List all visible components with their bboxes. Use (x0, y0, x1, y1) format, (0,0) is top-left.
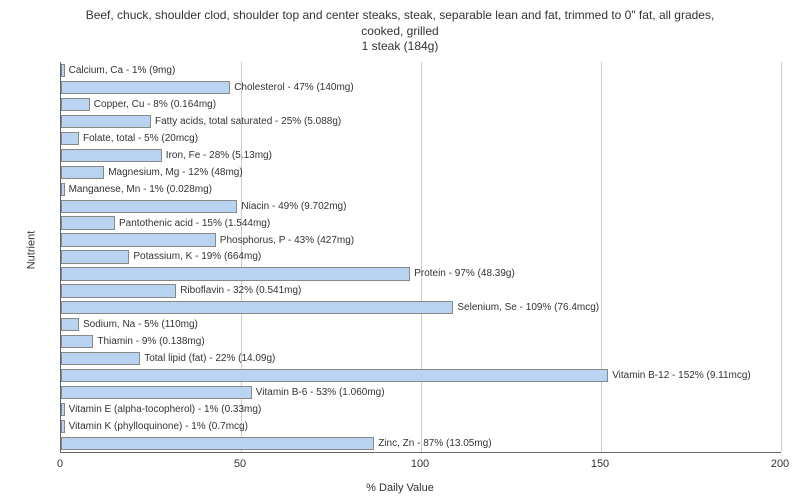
nutrient-bar (61, 200, 237, 213)
nutrient-bar (61, 98, 90, 111)
plot-area: Calcium, Ca - 1% (9mg) Cholesterol - 47% … (60, 62, 781, 453)
nutrient-bar (61, 420, 65, 433)
nutrient-bar (61, 369, 608, 382)
bar-row: Iron, Fe - 28% (5.13mg) (61, 149, 272, 162)
bar-row: Vitamin K (phylloquinone) - 1% (0.7mcg) (61, 420, 248, 433)
bar-label: Total lipid (fat) - 22% (14.09g) (144, 353, 275, 364)
nutrient-bar (61, 318, 79, 331)
bar-row: Protein - 97% (48.39g) (61, 267, 515, 280)
title-line-3: 1 steak (184g) (362, 39, 439, 53)
nutrient-bar (61, 166, 104, 179)
nutrient-bar (61, 301, 453, 314)
bar-label: Sodium, Na - 5% (110mg) (83, 319, 198, 330)
x-tick-label: 100 (411, 458, 429, 470)
bar-row: Zinc, Zn - 87% (13.05mg) (61, 437, 492, 450)
bar-row: Cholesterol - 47% (140mg) (61, 81, 354, 94)
nutrient-bar (61, 284, 176, 297)
bar-label: Iron, Fe - 28% (5.13mg) (166, 150, 272, 161)
nutrient-bar (61, 149, 162, 162)
bar-row: Folate, total - 5% (20mcg) (61, 132, 198, 145)
bar-label: Selenium, Se - 109% (76.4mcg) (457, 302, 599, 313)
bar-label: Folate, total - 5% (20mcg) (83, 133, 198, 144)
bar-label: Zinc, Zn - 87% (13.05mg) (378, 438, 491, 449)
y-axis-label: Nutrient (25, 231, 37, 270)
bar-label: Phosphorus, P - 43% (427mg) (220, 235, 354, 246)
nutrient-bar (61, 386, 252, 399)
bar-row: Total lipid (fat) - 22% (14.09g) (61, 352, 275, 365)
bar-label: Fatty acids, total saturated - 25% (5.08… (155, 116, 341, 127)
nutrient-bar (61, 132, 79, 145)
nutrient-bar (61, 250, 129, 263)
bar-row: Sodium, Na - 5% (110mg) (61, 318, 198, 331)
x-tick-label: 200 (771, 458, 789, 470)
x-tick-label: 0 (57, 458, 63, 470)
bar-row: Potassium, K - 19% (664mg) (61, 250, 261, 263)
bar-label: Potassium, K - 19% (664mg) (133, 251, 261, 262)
bar-row: Magnesium, Mg - 12% (48mg) (61, 166, 243, 179)
nutrient-bar (61, 335, 93, 348)
bar-label: Vitamin B-6 - 53% (1.060mg) (256, 387, 385, 398)
bar-label: Magnesium, Mg - 12% (48mg) (108, 167, 243, 178)
nutrient-bar (61, 81, 230, 94)
nutrient-bar (61, 403, 65, 416)
bar-row: Copper, Cu - 8% (0.164mg) (61, 98, 216, 111)
bar-row: Vitamin B-6 - 53% (1.060mg) (61, 386, 385, 399)
gridline (421, 62, 422, 452)
bar-label: Manganese, Mn - 1% (0.028mg) (69, 184, 212, 195)
nutrient-bar (61, 64, 65, 77)
bar-row: Selenium, Se - 109% (76.4mcg) (61, 301, 599, 314)
bar-row: Phosphorus, P - 43% (427mg) (61, 233, 354, 246)
nutrient-chart: Beef, chuck, shoulder clod, shoulder top… (0, 0, 800, 500)
bar-label: Pantothenic acid - 15% (1.544mg) (119, 218, 270, 229)
x-tick-label: 50 (234, 458, 246, 470)
chart-title: Beef, chuck, shoulder clod, shoulder top… (0, 0, 800, 59)
bar-row: Niacin - 49% (9.702mg) (61, 200, 346, 213)
nutrient-bar (61, 267, 410, 280)
bar-row: Fatty acids, total saturated - 25% (5.08… (61, 115, 341, 128)
title-line-2: cooked, grilled (361, 24, 438, 38)
nutrient-bar (61, 352, 140, 365)
bar-row: Manganese, Mn - 1% (0.028mg) (61, 183, 212, 196)
nutrient-bar (61, 437, 374, 450)
nutrient-bar (61, 183, 65, 196)
bar-label: Vitamin E (alpha-tocopherol) - 1% (0.33m… (69, 404, 262, 415)
x-axis-label: % Daily Value (366, 482, 434, 494)
bar-label: Vitamin K (phylloquinone) - 1% (0.7mcg) (69, 421, 248, 432)
bar-label: Niacin - 49% (9.702mg) (241, 201, 346, 212)
bar-row: Calcium, Ca - 1% (9mg) (61, 64, 175, 77)
bar-label: Protein - 97% (48.39g) (414, 268, 515, 279)
bar-row: Riboflavin - 32% (0.541mg) (61, 284, 301, 297)
bar-label: Riboflavin - 32% (0.541mg) (180, 285, 301, 296)
x-tick-label: 150 (591, 458, 609, 470)
nutrient-bar (61, 216, 115, 229)
bar-row: Pantothenic acid - 15% (1.544mg) (61, 216, 270, 229)
bar-row: Vitamin E (alpha-tocopherol) - 1% (0.33m… (61, 403, 261, 416)
bar-label: Vitamin B-12 - 152% (9.11mcg) (612, 370, 751, 381)
bar-label: Copper, Cu - 8% (0.164mg) (94, 99, 216, 110)
bar-label: Cholesterol - 47% (140mg) (234, 82, 354, 93)
gridline (781, 62, 782, 452)
bar-row: Vitamin B-12 - 152% (9.11mcg) (61, 369, 751, 382)
nutrient-bar (61, 233, 216, 246)
bar-label: Calcium, Ca - 1% (9mg) (69, 65, 176, 76)
bar-label: Thiamin - 9% (0.138mg) (97, 336, 204, 347)
nutrient-bar (61, 115, 151, 128)
bar-row: Thiamin - 9% (0.138mg) (61, 335, 205, 348)
title-line-1: Beef, chuck, shoulder clod, shoulder top… (86, 8, 715, 22)
gridline (601, 62, 602, 452)
